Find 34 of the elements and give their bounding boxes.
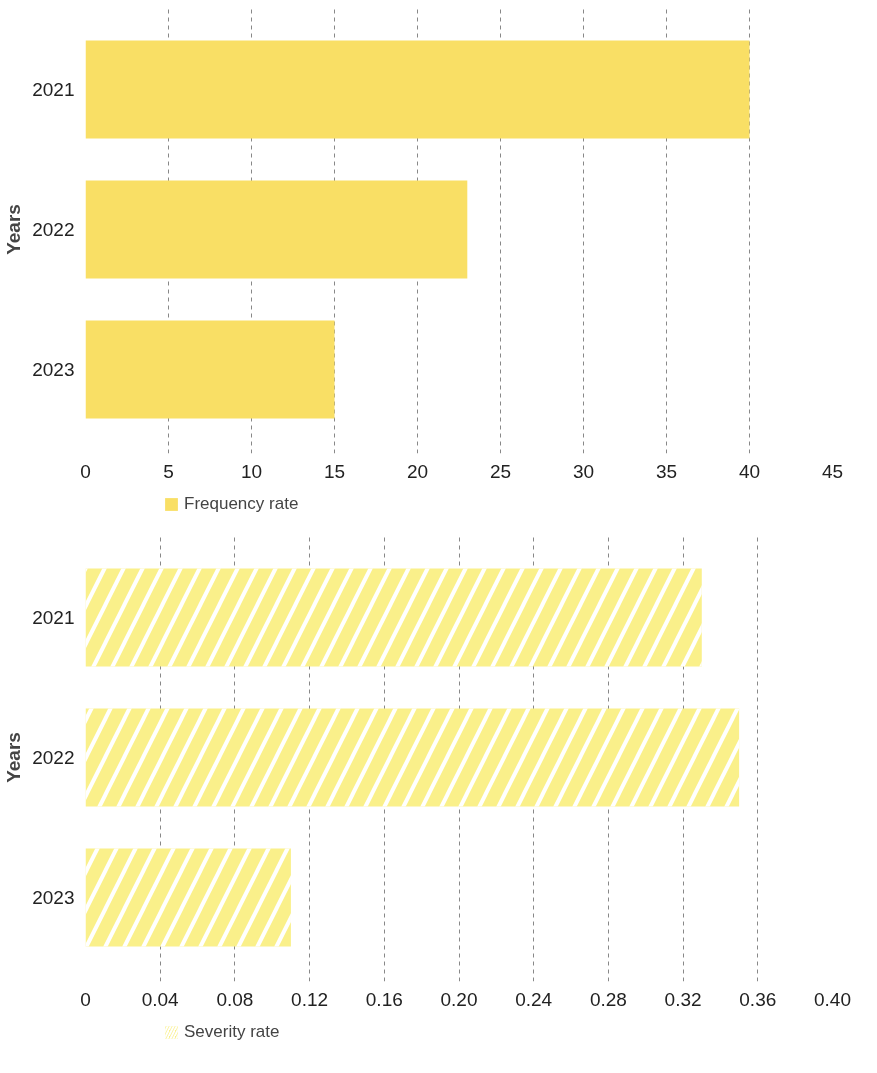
x-tick-label: 0.40 (814, 988, 851, 1010)
y-axis-title: Years (3, 204, 25, 255)
x-tick-label: 40 (738, 460, 761, 482)
x-tick-label: 0.12 (291, 988, 329, 1010)
legend-label: Severity rate (184, 1022, 280, 1042)
y-tick-label: 2023 (32, 359, 75, 380)
y-tick-label: 2021 (32, 79, 75, 100)
x-tick-label: 0.24 (515, 988, 553, 1010)
x-tick-label: 45 (821, 460, 844, 482)
legend-label: Frequency rate (184, 494, 299, 514)
x-tick-label: 0.36 (739, 988, 777, 1010)
x-tick-label: 0.04 (141, 988, 180, 1010)
x-tick-label: 0.16 (365, 988, 403, 1010)
bar (85, 40, 750, 139)
bar (85, 320, 335, 419)
x-tick-label: 20 (406, 460, 429, 482)
y-axis-title: Years (3, 732, 25, 783)
y-tick-label: 2022 (32, 219, 75, 240)
x-tick-label: 0.08 (216, 988, 254, 1010)
x-tick-label: 0.32 (664, 988, 702, 1010)
y-tick-label: 2023 (32, 887, 75, 908)
x-tick-label: 35 (655, 460, 678, 482)
bar (85, 180, 468, 279)
x-tick-label: 0.20 (440, 988, 478, 1010)
x-tick-label: 5 (163, 460, 174, 482)
x-tick-label: 0 (80, 460, 91, 482)
y-tick-label: 2021 (32, 607, 75, 628)
x-tick-label: 10 (240, 460, 263, 482)
x-tick-label: 0 (80, 988, 91, 1010)
y-tick-label: 2022 (32, 747, 75, 768)
x-tick-label: 25 (489, 460, 512, 482)
x-tick-label: 30 (572, 460, 595, 482)
x-tick-label: 15 (323, 460, 346, 482)
x-tick-label: 0.28 (589, 988, 627, 1010)
